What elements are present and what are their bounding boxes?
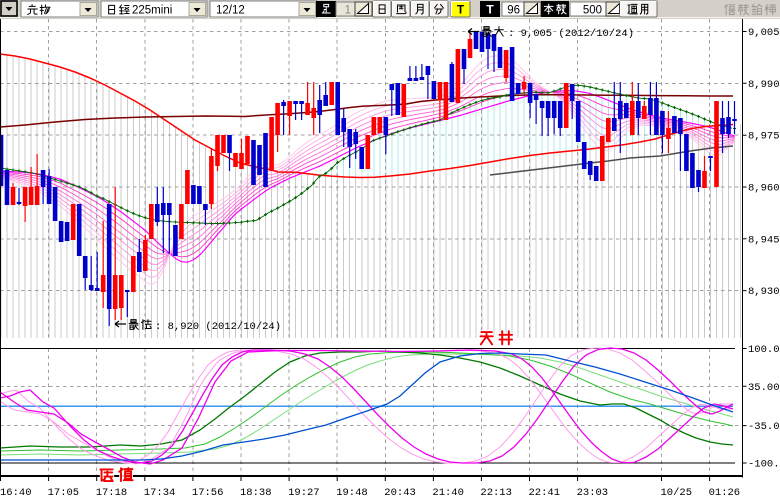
svg-text:T: T (486, 3, 494, 17)
svg-text:-35.0: -35.0 (748, 421, 780, 433)
svg-text:20:43: 20:43 (384, 487, 416, 499)
svg-text:35.00: 35.00 (748, 382, 780, 394)
svg-text:17:56: 17:56 (192, 487, 224, 499)
svg-text:8,990: 8,990 (748, 79, 780, 91)
svg-text:8,960: 8,960 (748, 183, 780, 195)
svg-text:18:38: 18:38 (240, 487, 272, 499)
svg-text:-100.: -100. (748, 459, 780, 471)
svg-text:9,005: 9,005 (748, 27, 780, 39)
svg-text:: 8,920 (2012/10/24): : 8,920 (2012/10/24) (155, 321, 281, 333)
svg-text:21:40: 21:40 (432, 487, 464, 499)
svg-text:19:27: 19:27 (288, 487, 320, 499)
svg-text:1: 1 (345, 5, 351, 17)
svg-text:96: 96 (507, 5, 520, 17)
svg-text:8,975: 8,975 (748, 131, 780, 143)
svg-text:225mini: 225mini (132, 5, 172, 17)
svg-text:19:48: 19:48 (336, 487, 368, 499)
svg-text:8,930: 8,930 (748, 286, 780, 298)
svg-text:100.0: 100.0 (748, 344, 780, 356)
svg-text:17:34: 17:34 (144, 487, 176, 499)
svg-text:: 9,005 (2012/10/24): : 9,005 (2012/10/24) (508, 28, 634, 40)
svg-text:01:26: 01:26 (709, 487, 741, 499)
svg-text:17:05: 17:05 (48, 487, 80, 499)
svg-text:T: T (457, 3, 465, 17)
svg-text:8,945: 8,945 (748, 234, 780, 246)
svg-text:22:13: 22:13 (480, 487, 512, 499)
svg-text:17:18: 17:18 (96, 487, 128, 499)
svg-text:10/25: 10/25 (661, 487, 693, 499)
svg-text:23:03: 23:03 (577, 487, 609, 499)
svg-text:16:40: 16:40 (0, 487, 32, 499)
svg-text:500: 500 (583, 5, 602, 17)
svg-text:12/12: 12/12 (216, 5, 245, 17)
svg-text:22:41: 22:41 (529, 487, 561, 499)
